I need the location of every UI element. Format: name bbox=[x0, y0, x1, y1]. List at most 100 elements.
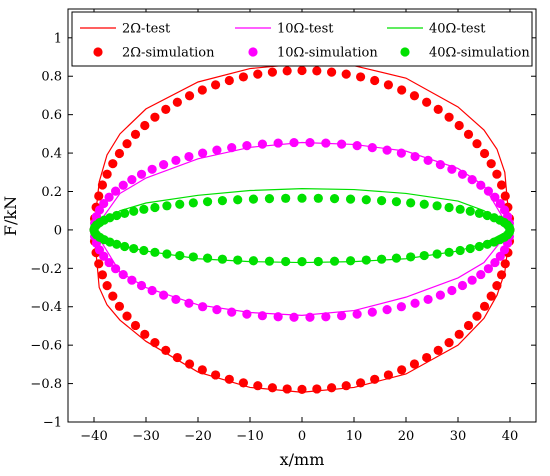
y-tick-label: −0.4 bbox=[30, 300, 62, 315]
data-point-10ohm-simulation bbox=[410, 298, 420, 308]
data-point-40ohm-simulation bbox=[465, 243, 475, 254]
data-point-2ohm-simulation bbox=[341, 69, 351, 79]
data-point-40ohm-simulation bbox=[217, 196, 227, 206]
data-point-2ohm-simulation bbox=[97, 180, 108, 190]
data-point-2ohm-simulation bbox=[102, 281, 112, 291]
legend-swatch-marker bbox=[248, 47, 258, 57]
data-point-10ohm-simulation bbox=[198, 148, 208, 158]
legend-label: 40Ω-test bbox=[429, 22, 486, 37]
x-tick-label: −30 bbox=[132, 429, 159, 444]
data-point-10ohm-simulation bbox=[396, 148, 406, 158]
data-point-40ohm-simulation bbox=[419, 250, 429, 261]
data-point-40ohm-simulation bbox=[361, 195, 371, 205]
data-point-2ohm-simulation bbox=[97, 270, 108, 280]
data-point-10ohm-simulation bbox=[305, 137, 315, 148]
data-point-40ohm-simulation bbox=[406, 198, 416, 208]
data-point-40ohm-simulation bbox=[432, 201, 442, 211]
data-point-2ohm-simulation bbox=[472, 139, 482, 149]
data-point-10ohm-simulation bbox=[136, 169, 147, 179]
data-point-2ohm-simulation bbox=[370, 374, 380, 384]
data-point-10ohm-simulation bbox=[490, 257, 500, 268]
data-point-40ohm-simulation bbox=[391, 253, 402, 263]
data-point-2ohm-simulation bbox=[422, 352, 432, 363]
x-tick-label: 20 bbox=[398, 429, 415, 444]
data-point-2ohm-simulation bbox=[238, 378, 248, 388]
data-point-2ohm-simulation bbox=[140, 329, 150, 339]
data-point-40ohm-simulation bbox=[297, 257, 307, 267]
data-point-2ohm-simulation bbox=[184, 91, 195, 101]
data-point-2ohm-simulation bbox=[356, 378, 366, 388]
data-point-10ohm-simulation bbox=[476, 269, 486, 280]
legend: 2Ω-test 10Ω-test 40Ω-test 2Ω-simulation 10Ω-… bbox=[71, 11, 533, 67]
data-point-2ohm-simulation bbox=[108, 291, 118, 301]
data-point-2ohm-simulation bbox=[267, 67, 277, 77]
data-point-10ohm-simulation bbox=[457, 169, 468, 179]
data-point-10ohm-simulation bbox=[227, 307, 237, 317]
data-point-2ohm-simulation bbox=[496, 180, 507, 190]
y-axis-title: F/kN bbox=[1, 196, 20, 236]
data-point-40ohm-simulation bbox=[233, 195, 243, 205]
data-point-10ohm-simulation bbox=[382, 145, 392, 155]
data-point-40ohm-simulation bbox=[297, 193, 307, 203]
data-point-2ohm-simulation bbox=[172, 97, 182, 107]
y-tick-label: −0.8 bbox=[30, 377, 62, 392]
data-point-10ohm-simulation bbox=[367, 307, 377, 317]
data-point-10ohm-simulation bbox=[305, 312, 315, 322]
data-point-40ohm-simulation bbox=[432, 249, 442, 259]
data-point-2ohm-simulation bbox=[253, 69, 263, 79]
data-point-2ohm-simulation bbox=[433, 345, 443, 355]
data-point-2ohm-simulation bbox=[282, 66, 292, 76]
data-point-10ohm-simulation bbox=[352, 141, 362, 151]
data-point-40ohm-simulation bbox=[120, 208, 130, 218]
data-point-10ohm-simulation bbox=[483, 264, 493, 274]
data-point-2ohm-simulation bbox=[479, 301, 490, 311]
data-point-40ohm-simulation bbox=[281, 193, 291, 203]
data-point-2ohm-simulation bbox=[140, 120, 150, 131]
series-2ohm-simulation bbox=[89, 65, 515, 394]
data-point-40ohm-simulation bbox=[233, 255, 243, 265]
data-point-40ohm-simulation bbox=[188, 252, 198, 262]
series-40ohm-simulation bbox=[89, 193, 515, 267]
data-point-10ohm-simulation bbox=[104, 192, 114, 202]
data-point-40ohm-simulation bbox=[455, 204, 465, 214]
data-point-10ohm-simulation bbox=[435, 160, 445, 170]
legend-label: 40Ω-simulation bbox=[429, 46, 530, 61]
data-point-10ohm-simulation bbox=[495, 198, 505, 209]
data-point-2ohm-simulation bbox=[444, 338, 454, 348]
data-point-40ohm-simulation bbox=[264, 256, 275, 266]
data-point-2ohm-simulation bbox=[224, 374, 234, 384]
y-tick-label: −1 bbox=[43, 416, 62, 431]
data-point-2ohm-simulation bbox=[130, 129, 141, 139]
data-point-2ohm-simulation bbox=[409, 91, 420, 101]
data-point-10ohm-simulation bbox=[490, 192, 500, 202]
data-point-40ohm-simulation bbox=[202, 197, 213, 207]
data-point-2ohm-simulation bbox=[341, 381, 351, 391]
data-point-2ohm-simulation bbox=[433, 104, 443, 115]
data-point-40ohm-simulation bbox=[129, 206, 139, 216]
y-tick-label: −0.2 bbox=[30, 262, 62, 277]
data-point-2ohm-simulation bbox=[479, 148, 490, 159]
data-point-2ohm-simulation bbox=[282, 384, 292, 394]
data-point-2ohm-simulation bbox=[184, 359, 195, 369]
data-point-10ohm-simulation bbox=[273, 312, 283, 322]
data-point-2ohm-simulation bbox=[150, 112, 160, 122]
data-point-40ohm-simulation bbox=[329, 256, 340, 266]
data-point-40ohm-simulation bbox=[264, 194, 275, 204]
data-point-10ohm-simulation bbox=[118, 269, 128, 280]
x-tick-label: −20 bbox=[184, 429, 211, 444]
data-point-2ohm-simulation bbox=[210, 370, 221, 380]
data-point-2ohm-simulation bbox=[327, 383, 337, 393]
data-point-40ohm-simulation bbox=[313, 256, 323, 267]
data-point-2ohm-simulation bbox=[383, 370, 394, 380]
data-point-2ohm-simulation bbox=[397, 365, 407, 375]
legend-label: 2Ω-simulation bbox=[122, 46, 215, 61]
data-point-2ohm-simulation bbox=[114, 301, 125, 311]
data-point-2ohm-simulation bbox=[472, 311, 482, 321]
data-point-2ohm-simulation bbox=[486, 159, 496, 169]
data-point-2ohm-simulation bbox=[397, 85, 407, 95]
data-point-10ohm-simulation bbox=[289, 137, 299, 148]
data-point-10ohm-simulation bbox=[227, 143, 237, 153]
data-point-40ohm-simulation bbox=[345, 194, 356, 204]
data-point-40ohm-simulation bbox=[465, 206, 475, 216]
